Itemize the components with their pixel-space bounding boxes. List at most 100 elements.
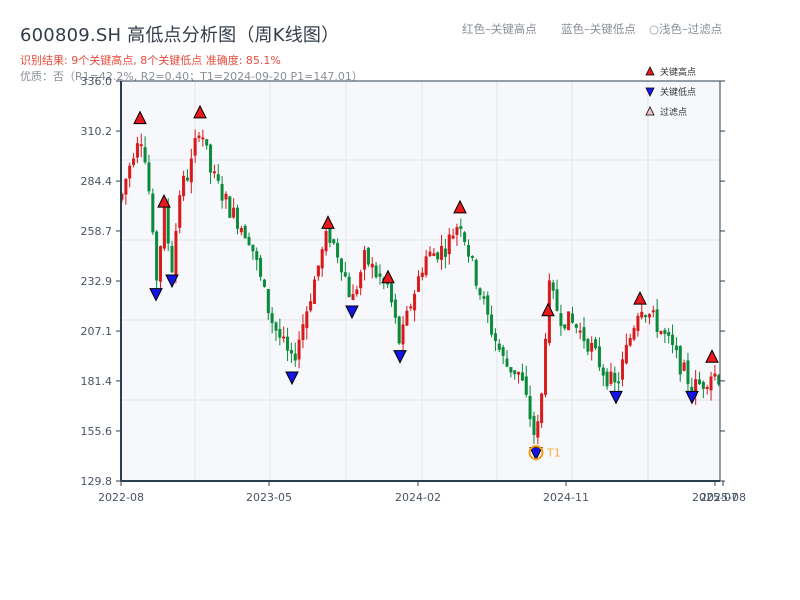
candle-body bbox=[424, 256, 428, 276]
candle-body bbox=[197, 135, 201, 139]
y-tick-label: 310.2 bbox=[81, 125, 113, 138]
candle-body bbox=[378, 273, 382, 277]
candle-body bbox=[432, 253, 436, 257]
candle-body bbox=[682, 362, 686, 371]
candle-body bbox=[482, 296, 486, 299]
key-low-marker-icon bbox=[685, 390, 699, 405]
candle-body bbox=[259, 257, 263, 277]
candle-body bbox=[205, 139, 209, 146]
candle-body bbox=[667, 331, 671, 336]
candle-body bbox=[355, 289, 359, 295]
candle-body bbox=[143, 147, 147, 163]
candle-body bbox=[235, 207, 239, 229]
candle-body bbox=[524, 376, 528, 395]
candle-body bbox=[343, 272, 347, 277]
axes: 129.8 155.6 181.4 207.1 232.9 258.7 284.4 310.2… bbox=[81, 75, 746, 504]
legend-label: 关键高点 bbox=[660, 66, 696, 78]
candle-body bbox=[501, 347, 505, 356]
candle-body bbox=[655, 309, 659, 332]
key-low-marker-icon bbox=[345, 305, 359, 320]
candle-body bbox=[174, 230, 178, 276]
candle-body bbox=[559, 313, 563, 326]
key-low-marker-icon bbox=[609, 390, 623, 405]
legend-marker-icon bbox=[645, 87, 655, 97]
chart-title: 600809.SH 高低点分析图（周K线图） bbox=[20, 25, 340, 46]
candle-body bbox=[428, 251, 432, 257]
candle-body bbox=[532, 415, 536, 435]
candle-body bbox=[609, 371, 613, 384]
y-tick-label: 336.0 bbox=[81, 75, 113, 88]
candle-body bbox=[162, 207, 166, 249]
candle-body bbox=[347, 276, 351, 298]
x-tick-label: 2022-08 bbox=[98, 491, 144, 504]
candle-body bbox=[293, 353, 297, 361]
candle-body bbox=[320, 249, 324, 269]
candle-body bbox=[528, 395, 532, 420]
candle-body bbox=[597, 346, 601, 368]
candle-body bbox=[212, 171, 216, 174]
candle-body bbox=[151, 193, 155, 233]
candle-body bbox=[698, 379, 702, 385]
candle-body bbox=[166, 206, 170, 244]
candle-body bbox=[686, 360, 690, 385]
candle-body bbox=[509, 367, 513, 373]
legend-label: 关键低点 bbox=[660, 86, 696, 98]
y-tick-label: 232.9 bbox=[81, 275, 113, 288]
candle-body bbox=[401, 324, 405, 345]
candle-body bbox=[636, 315, 640, 332]
candle-body bbox=[170, 245, 174, 273]
candle-body bbox=[374, 265, 378, 278]
candle-body bbox=[574, 324, 578, 328]
key-high-marker-icon bbox=[453, 199, 467, 214]
candle-body bbox=[663, 329, 667, 335]
candle-body bbox=[624, 344, 628, 364]
candle-body bbox=[582, 327, 586, 342]
candle-body bbox=[520, 372, 524, 381]
candle-body bbox=[270, 313, 274, 324]
candle-body bbox=[316, 265, 320, 277]
candle-body bbox=[601, 367, 605, 376]
legend-label: 过滤点 bbox=[660, 106, 687, 118]
candle-body bbox=[671, 334, 675, 346]
candle-body bbox=[440, 245, 444, 260]
candle-body bbox=[505, 358, 509, 367]
candle-body bbox=[594, 339, 598, 349]
key-low-marker-icon bbox=[529, 447, 543, 461]
candle-body bbox=[255, 251, 259, 260]
candle-body bbox=[474, 259, 478, 286]
candle-body bbox=[678, 346, 682, 375]
candle-body bbox=[536, 421, 540, 438]
candle-body bbox=[220, 184, 224, 201]
x-tick-label: 2023-05 bbox=[246, 491, 292, 504]
pivot-markers: T1 bbox=[133, 104, 719, 461]
candle-body bbox=[201, 137, 205, 140]
candle-body bbox=[578, 330, 582, 333]
candle-body bbox=[216, 174, 220, 181]
candle-body bbox=[158, 246, 162, 282]
key-low-marker-icon bbox=[149, 288, 163, 302]
candle-body bbox=[185, 177, 189, 181]
legend-marker-icon bbox=[645, 106, 655, 116]
candle-body bbox=[274, 322, 278, 331]
x-tick-label: 2025-07 bbox=[692, 491, 738, 504]
x-tick-label: 2024-02 bbox=[395, 491, 441, 504]
candle-body bbox=[555, 289, 559, 311]
candle-body bbox=[301, 324, 305, 341]
y-tick-label: 181.4 bbox=[81, 375, 113, 388]
candle-body bbox=[540, 393, 544, 423]
key-high-marker-icon bbox=[541, 302, 555, 317]
candle-body bbox=[390, 283, 394, 303]
candle-body bbox=[224, 193, 228, 200]
candle-body bbox=[178, 195, 182, 228]
candle-body bbox=[447, 234, 451, 255]
candle-body bbox=[563, 324, 567, 329]
candle-body bbox=[586, 339, 590, 352]
candle-body bbox=[328, 228, 332, 243]
legend-note-light: ○浅色–过滤点 bbox=[649, 22, 723, 36]
candle-body bbox=[359, 272, 363, 289]
candle-body bbox=[420, 272, 424, 277]
legend-marker-icon bbox=[645, 66, 655, 76]
candle-body bbox=[463, 232, 467, 242]
candle-body bbox=[628, 337, 632, 346]
